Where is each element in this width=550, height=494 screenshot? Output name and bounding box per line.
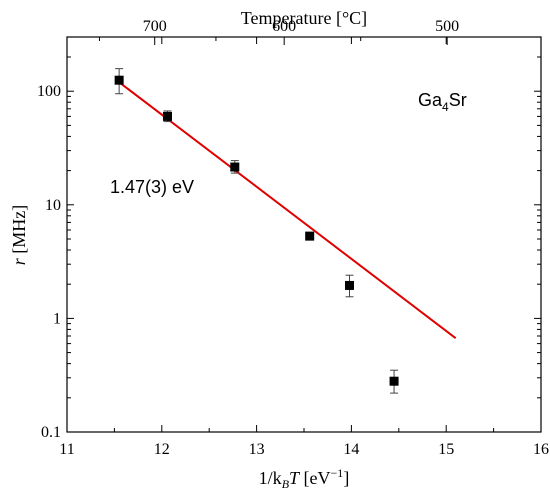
data-point (345, 280, 355, 290)
data-point (230, 162, 240, 172)
data-points-group (114, 68, 399, 394)
y-axis-title: r [MHz] (9, 205, 29, 266)
compound-label: Ga4Sr (418, 90, 467, 114)
data-point (114, 75, 124, 85)
data-point (305, 231, 315, 241)
y-tick-label: 10 (45, 197, 61, 214)
data-point (162, 111, 172, 121)
x-tick-label: 15 (438, 441, 454, 458)
top-tick-label: 700 (143, 18, 167, 35)
y-tick-label: 100 (37, 83, 61, 100)
x-axis-title: 1/kBT [eV−1] (259, 466, 350, 491)
x-tick-label: 14 (343, 441, 359, 458)
y-axis-title-units: [MHz] (9, 205, 29, 258)
compound-label-end: Sr (449, 90, 467, 110)
x-axis-title-prefix: 1/k (259, 468, 282, 488)
activation-energy-label: 1.47(3) eV (110, 177, 194, 197)
x-tick-label: 11 (59, 441, 74, 458)
top-tick-label: 500 (435, 18, 459, 35)
x-axis-title-units: [eV (299, 468, 330, 488)
x-axis-title-units-end: ] (343, 468, 349, 488)
y-tick-label: 1 (53, 310, 61, 327)
fit-line-group (118, 81, 457, 339)
y-axis-title-var: r (9, 257, 29, 265)
x-tick-label: 13 (249, 441, 265, 458)
x-axis-title-var: T (289, 468, 301, 488)
x-axis-title-units-sup: −1 (331, 466, 344, 480)
x-tick-label: 12 (154, 441, 170, 458)
data-point (389, 376, 399, 386)
x-axis-title-sub: B (282, 477, 290, 491)
fit-line (118, 81, 457, 339)
axis-ticks: 11 12 13 14 15 16 0.1 1 10 100 700 600 500 (37, 18, 549, 458)
top-axis-title: Temperature [°C] (241, 8, 367, 28)
x-tick-label: 16 (533, 441, 549, 458)
compound-label-sub: 4 (442, 100, 449, 114)
top-tick-label: 600 (272, 18, 296, 35)
compound-label-main: Ga (418, 90, 443, 110)
y-tick-label: 0.1 (41, 424, 61, 441)
